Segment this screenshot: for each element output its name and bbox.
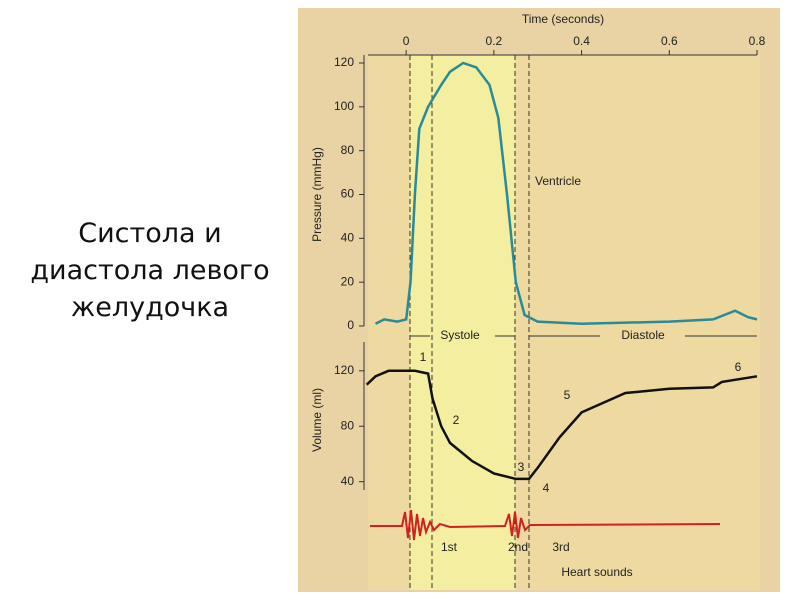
annotation: 3rd	[552, 540, 569, 554]
annotation: 4	[543, 481, 550, 495]
y-tick-label: 40	[341, 474, 355, 488]
data-line	[374, 61, 758, 326]
y-tick-label: 80	[341, 418, 355, 432]
x-tick-label: 0.6	[661, 34, 678, 48]
x-tick-label: 0.4	[573, 34, 590, 48]
annotation: 1st	[441, 540, 458, 554]
annotation: Ventricle	[535, 174, 581, 188]
y-axis-title: Volume (ml)	[310, 388, 324, 452]
y-tick-label: 60	[341, 187, 355, 201]
annotation: Systole	[440, 328, 480, 342]
annotation: Diastole	[621, 328, 665, 342]
x-tick-label: 0.2	[486, 34, 503, 48]
x-tick-label: 0.8	[749, 34, 766, 48]
systole-band	[410, 55, 515, 590]
y-axis-title: Pressure (mmHg)	[310, 147, 324, 242]
y-tick-label: 100	[334, 99, 354, 113]
y-tick-label: 80	[341, 143, 355, 157]
annotation: 2	[453, 413, 460, 427]
annotation: Heart sounds	[561, 565, 632, 579]
annotation: 6	[735, 360, 742, 374]
phase-lines	[409, 55, 530, 590]
y-tick-label: 0	[347, 318, 354, 332]
y-tick-label: 20	[341, 274, 355, 288]
annotation: 1	[420, 350, 427, 364]
y-tick-label: 40	[341, 231, 355, 245]
annotation: 5	[564, 388, 571, 402]
data-line	[365, 369, 758, 481]
x-axis-title: Time (seconds)	[522, 12, 604, 26]
y-tick-label: 120	[334, 363, 354, 377]
heart-sound-trace	[370, 509, 721, 541]
slide-title: Систола и диастола левого желудочка	[30, 218, 270, 323]
x-tick-label: 0	[403, 34, 410, 48]
y-tick-label: 120	[334, 55, 354, 69]
annotation: 3	[518, 460, 525, 474]
annotation: 2nd	[508, 540, 528, 554]
